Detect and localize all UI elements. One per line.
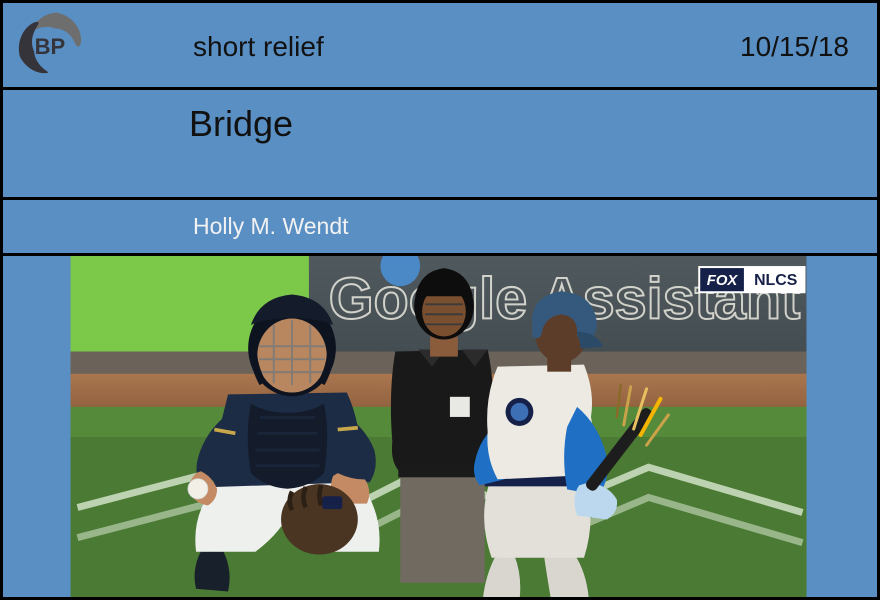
svg-text:NLCS: NLCS <box>754 272 798 289</box>
svg-text:FOX: FOX <box>707 272 739 289</box>
svg-text:BP: BP <box>35 34 66 59</box>
